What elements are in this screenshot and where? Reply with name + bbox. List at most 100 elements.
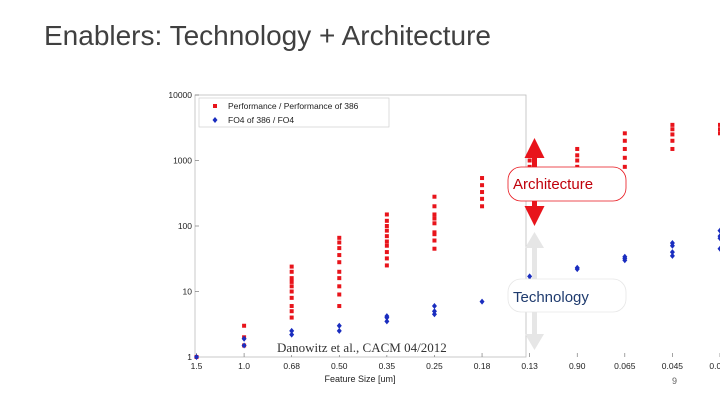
citation-text: Danowitz et al., CACM 04/2012 (277, 340, 447, 355)
performance-point (337, 260, 342, 265)
performance-point (289, 284, 294, 289)
x-axis-label: Feature Size [um] (324, 374, 395, 384)
fo4-point (241, 335, 247, 342)
y-tick-label: 10 (183, 287, 193, 297)
performance-point (670, 122, 675, 127)
performance-point (622, 146, 627, 151)
y-tick-label: 10000 (168, 90, 192, 100)
slide-number: 9 (672, 376, 678, 386)
fo4-point (336, 327, 342, 334)
performance-point (384, 234, 389, 239)
x-tick-label: 1.5 (191, 361, 203, 371)
y-tick-label: 1 (187, 352, 192, 362)
performance-point (337, 246, 342, 251)
legend-marker-performance (213, 104, 217, 108)
technology-callout (507, 278, 627, 313)
performance-point (480, 176, 485, 181)
performance-point (718, 131, 720, 136)
fo4-point (574, 264, 580, 271)
performance-point (432, 212, 437, 217)
fo4-point (669, 252, 675, 259)
x-tick-label: 0.25 (426, 361, 443, 371)
x-tick-label: 0.50 (331, 361, 348, 371)
fo4-point (527, 273, 533, 280)
performance-point (622, 155, 627, 160)
y-tick-label: 1000 (173, 156, 192, 166)
performance-point (622, 138, 627, 143)
fo4-point (194, 354, 199, 360)
architecture-arrow-head-up (524, 138, 545, 158)
x-tick-label: 0.065 (614, 361, 636, 371)
performance-point (480, 204, 485, 209)
fo4-point (669, 240, 675, 247)
performance-point (670, 132, 675, 137)
performance-point (242, 323, 247, 328)
x-tick-label: 1.0 (238, 361, 250, 371)
fo4-point (384, 313, 390, 320)
legend-label-performance: Performance / Performance of 386 (228, 101, 359, 111)
performance-point (384, 239, 389, 244)
performance-point (337, 235, 342, 240)
performance-point (432, 232, 437, 237)
performance-point (384, 243, 389, 248)
performance-point (575, 158, 580, 163)
performance-point (384, 250, 389, 255)
performance-point (575, 146, 580, 151)
performance-point (289, 289, 294, 294)
performance-point (432, 216, 437, 221)
fo4-point (717, 233, 720, 240)
x-tick-label: 0.032 (709, 361, 720, 371)
performance-point (337, 284, 342, 289)
fo4-point (622, 253, 628, 260)
performance-point (337, 240, 342, 245)
performance-point (384, 256, 389, 261)
x-tick-label: 0.13 (521, 361, 538, 371)
performance-point (575, 153, 580, 158)
performance-point (480, 190, 485, 195)
performance-point (289, 309, 294, 314)
performance-point (337, 292, 342, 297)
technology-arrow-head-up (525, 232, 544, 248)
technology-arrow-head-down (525, 334, 544, 350)
x-tick-label: 0.68 (283, 361, 300, 371)
fo4-point (289, 331, 295, 338)
fo4-point (431, 308, 437, 315)
performance-point (384, 224, 389, 228)
fo4-point (431, 303, 437, 310)
architecture-callout (507, 166, 627, 202)
performance-point (480, 196, 485, 201)
technology-label: Technology (513, 289, 589, 306)
fo4-point (479, 298, 485, 305)
performance-point (289, 279, 294, 284)
architecture-label: Architecture (513, 176, 593, 193)
performance-point (289, 269, 294, 274)
performance-point (384, 263, 389, 268)
performance-point (670, 127, 675, 132)
plot-frame (194, 94, 527, 358)
x-tick-label: 0.90 (569, 361, 586, 371)
fo4-point (384, 318, 390, 325)
citation-backdrop (272, 338, 468, 355)
performance-point (337, 253, 342, 258)
architecture-arrow-head-down (524, 206, 545, 226)
performance-point (337, 304, 342, 309)
chart-legend: Performance / Performance of 386 FO4 of … (198, 97, 390, 128)
performance-point (384, 218, 389, 223)
performance-point (337, 269, 342, 274)
performance-point (718, 122, 720, 127)
fo4-point (669, 249, 675, 256)
fo4-point (717, 245, 720, 252)
performance-point (432, 204, 437, 209)
performance-point (670, 146, 675, 151)
fo4-point (717, 227, 720, 234)
performance-point (480, 183, 485, 188)
x-tick-label: 0.045 (662, 361, 684, 371)
performance-point (718, 127, 720, 132)
legend-box (198, 97, 390, 128)
performance-point (432, 246, 437, 251)
slide-title: Enablers: Technology + Architecture (44, 20, 491, 51)
fo4-point (241, 342, 247, 349)
y-tick-label: 100 (178, 221, 192, 231)
legend-marker-fo4 (212, 117, 218, 123)
